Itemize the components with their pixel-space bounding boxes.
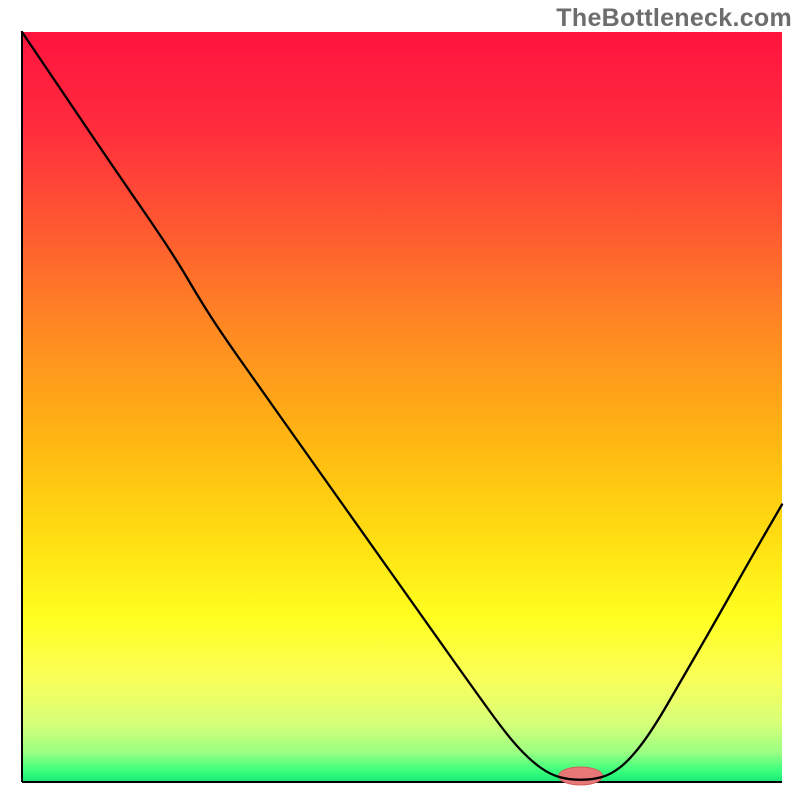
watermark-text: TheBottleneck.com — [556, 4, 792, 33]
plot-background — [22, 32, 782, 782]
bottleneck-chart — [0, 0, 800, 800]
optimal-marker — [559, 767, 603, 785]
chart-container: TheBottleneck.com — [0, 0, 800, 800]
